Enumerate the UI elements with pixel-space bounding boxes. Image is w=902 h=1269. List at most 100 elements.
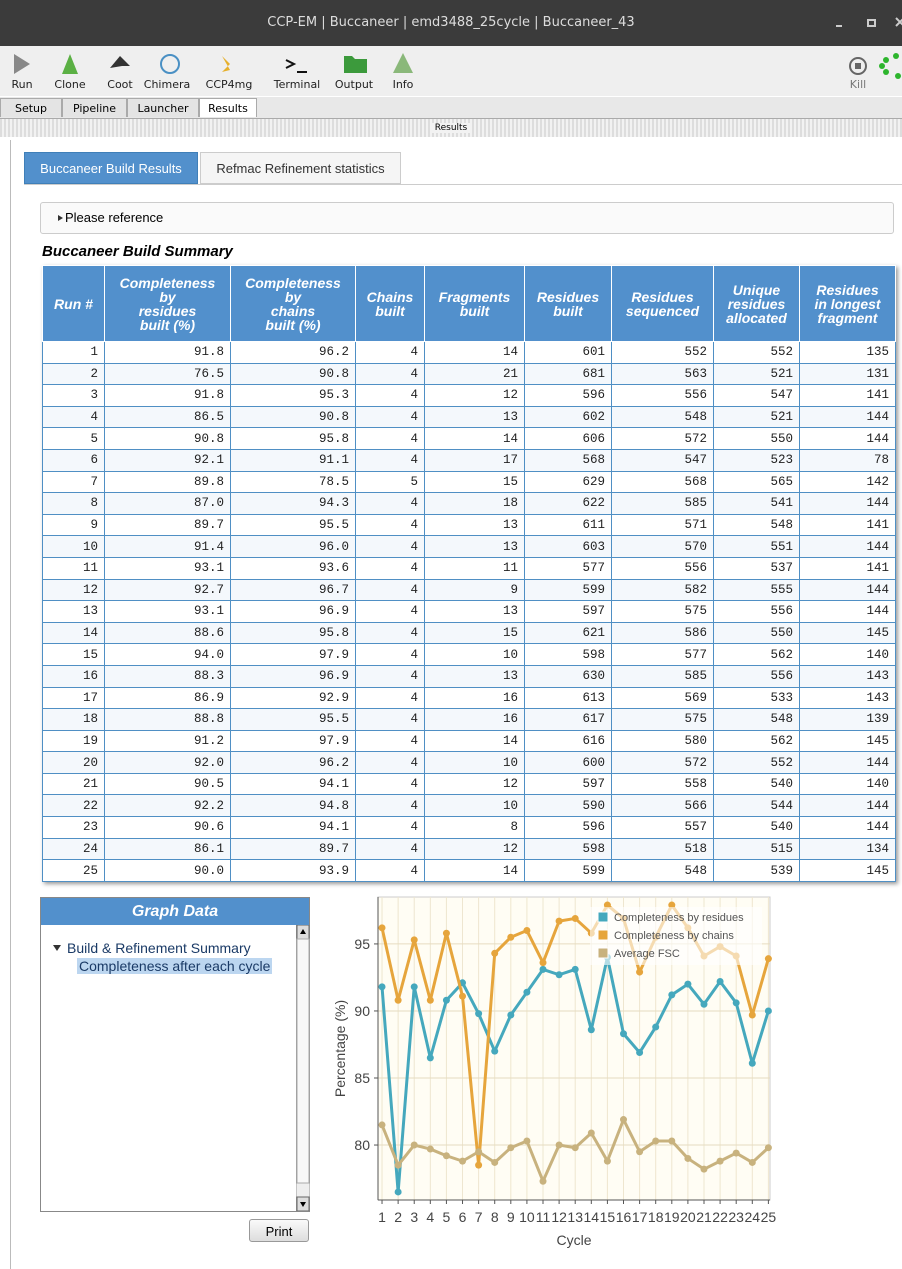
x-tick-label: 4 (426, 1209, 434, 1225)
table-cell: 95.3 (230, 384, 356, 407)
table-cell: 548 (713, 708, 800, 731)
table-cell: 90.8 (230, 405, 356, 429)
table-cell: 515 (713, 837, 800, 861)
table-cell: 521 (713, 405, 800, 429)
kill-button[interactable]: Kill (849, 78, 867, 91)
table-row: 12 92.7 96.7 4 9 599 582 555 144 (42, 578, 896, 602)
table-cell: 552 (713, 341, 800, 364)
table-cell: 88.3 (104, 664, 231, 688)
data-point (459, 1157, 467, 1165)
tab[interactable]: Setup (0, 98, 62, 117)
table-cell: 90.8 (230, 362, 356, 386)
table-cell: 96.2 (230, 341, 356, 364)
table-row: 19 91.2 97.9 4 14 616 580 562 145 (42, 729, 896, 753)
table-cell: 140 (799, 643, 896, 666)
data-point (636, 968, 644, 976)
table-cell: 20 (42, 751, 105, 774)
x-axis-label: Cycle (556, 1232, 591, 1248)
data-point (684, 1154, 692, 1162)
column-header: Fragments built (424, 265, 525, 342)
table-cell: 9 (42, 513, 105, 537)
table-row: 4 86.5 90.8 4 13 602 548 521 144 (42, 405, 896, 429)
table-cell: 4 (355, 578, 425, 602)
table-cell: 568 (611, 470, 714, 494)
data-point (732, 999, 740, 1007)
toolbar-button[interactable]: Output (334, 78, 374, 91)
reference-toggle[interactable]: Please reference (40, 202, 894, 234)
table-cell: 17 (42, 686, 105, 710)
subtab[interactable]: Refmac Refinement statistics (200, 152, 401, 184)
legend-label: Average FSC (614, 948, 680, 960)
table-cell: 600 (524, 751, 612, 774)
table-cell: 5 (42, 427, 105, 450)
legend-swatch (597, 929, 609, 941)
table-cell: 95.5 (230, 513, 356, 537)
table-cell: 141 (799, 513, 896, 537)
table-cell: 598 (524, 837, 612, 861)
table-cell: 4 (355, 859, 425, 882)
table-cell: 16 (424, 708, 525, 731)
scrollbar[interactable] (296, 925, 310, 1211)
toolbar-button[interactable]: Coot (107, 78, 133, 91)
table-cell: 135 (799, 341, 896, 364)
table-cell: 563 (611, 362, 714, 386)
toolbar-button[interactable]: Clone (54, 78, 86, 91)
data-point (652, 1137, 660, 1145)
data-point (587, 1026, 595, 1034)
table-cell: 523 (713, 448, 800, 472)
tree-parent[interactable]: Build & Refinement Summary (67, 940, 251, 956)
data-point (764, 1144, 772, 1152)
tab[interactable]: Launcher (127, 98, 199, 117)
summary-table: Run # Completeness by residues built (%) Comp… (42, 265, 896, 882)
table-row: 15 94.0 97.9 4 10 598 577 562 140 (42, 643, 896, 666)
data-point (571, 965, 579, 973)
tab[interactable]: Results (199, 98, 257, 117)
data-point (748, 1059, 756, 1067)
table-cell: 5 (355, 470, 425, 494)
toolbar-button[interactable]: CCP4mg (205, 78, 253, 91)
table-cell: 96.2 (230, 751, 356, 774)
tree-child[interactable]: Completeness after each cycle (77, 958, 273, 974)
table-cell: 11 (424, 556, 525, 580)
data-point (620, 1116, 628, 1124)
table-cell: 539 (713, 859, 800, 882)
toolbar-button[interactable]: Terminal (273, 78, 321, 91)
table-cell: 629 (524, 470, 612, 494)
print-button[interactable]: Print (249, 1219, 309, 1242)
table-cell: 572 (611, 751, 714, 774)
table-cell: 12 (424, 837, 525, 861)
table-cell: 6 (42, 448, 105, 472)
y-tick-label: 80 (354, 1137, 370, 1153)
data-point (748, 1158, 756, 1166)
header-line: Residues (536, 288, 600, 305)
table-row: 6 92.1 91.1 4 17 568 547 523 78 (42, 448, 896, 472)
table-row: 3 91.8 95.3 4 12 596 556 547 141 (42, 384, 896, 407)
reference-text: Please reference (65, 210, 164, 225)
x-tick-label: 6 (459, 1209, 467, 1225)
data-point (587, 1129, 595, 1137)
toolbar-button[interactable]: Chimera (143, 78, 191, 91)
table-cell: 14 (424, 427, 525, 450)
data-point (426, 996, 434, 1004)
x-tick-label: 5 (443, 1209, 451, 1225)
table-cell: 91.4 (104, 535, 231, 558)
table-cell: 8 (42, 492, 105, 515)
toolbar: Run Clone Coot Chimera CCP4mg Terminal Output I… (0, 46, 902, 96)
header-line: sequenced (625, 302, 700, 319)
table-cell: 551 (713, 535, 800, 558)
table-cell: 577 (524, 556, 612, 580)
table-cell: 139 (799, 708, 896, 731)
table-cell: 145 (799, 621, 896, 645)
toolbar-button[interactable]: Run (11, 78, 33, 91)
table-cell: 21 (42, 772, 105, 796)
table-cell: 4 (355, 837, 425, 861)
tab[interactable]: Pipeline (62, 98, 127, 117)
toolbar-button[interactable]: Info (392, 78, 414, 91)
subtab-active[interactable]: Buccaneer Build Results (24, 152, 198, 184)
header-line: Completeness (119, 274, 216, 291)
y-tick-label: 85 (354, 1070, 370, 1086)
table-cell: 89.7 (104, 513, 231, 537)
table-cell: 568 (524, 448, 612, 472)
data-point (523, 927, 531, 935)
header-line: in longest (814, 295, 881, 312)
